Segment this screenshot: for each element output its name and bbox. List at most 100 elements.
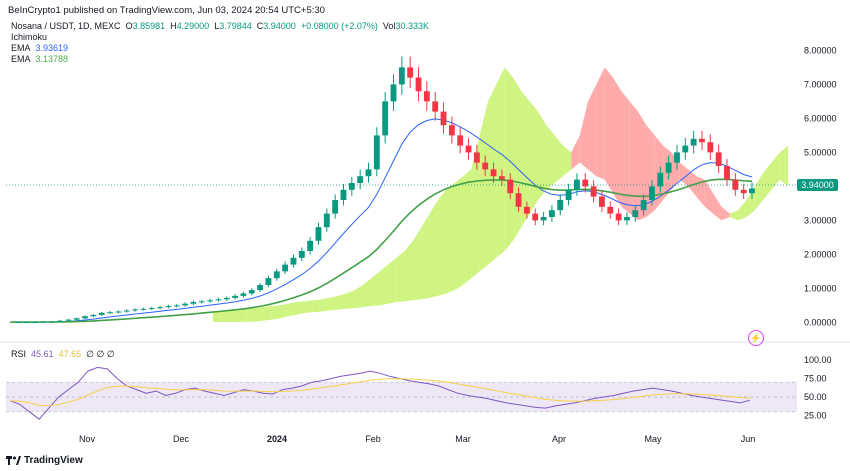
candle-body[interactable]	[407, 67, 414, 78]
candle-body[interactable]	[73, 318, 80, 320]
candle-body[interactable]	[607, 206, 614, 214]
candle-body[interactable]	[415, 77, 422, 92]
candle-body[interactable]	[715, 152, 722, 166]
candle-body[interactable]	[473, 152, 480, 163]
candle-body[interactable]	[640, 200, 647, 211]
tradingview-logo[interactable]: TradingView	[6, 455, 83, 466]
candle-body[interactable]	[248, 290, 255, 294]
candle-body[interactable]	[507, 179, 514, 194]
candle-body[interactable]	[632, 210, 639, 217]
candle-body[interactable]	[548, 210, 555, 217]
candle-body[interactable]	[624, 217, 630, 221]
last-price-badge: 3.94000	[797, 179, 838, 191]
candle-body[interactable]	[223, 297, 230, 300]
candle-body[interactable]	[465, 145, 472, 153]
candle-body[interactable]	[423, 91, 430, 102]
candle-body[interactable]	[724, 166, 730, 180]
candle-body[interactable]	[332, 200, 339, 214]
candle-body[interactable]	[90, 314, 97, 317]
candle-body[interactable]	[523, 206, 530, 214]
candle-body[interactable]	[148, 308, 155, 310]
candle-body[interactable]	[440, 111, 447, 126]
candle-body[interactable]	[557, 200, 564, 211]
candle-body[interactable]	[340, 189, 347, 200]
candle-body[interactable]	[348, 183, 355, 190]
candle-body[interactable]	[65, 319, 72, 321]
candle-body[interactable]	[165, 306, 172, 308]
candle-body[interactable]	[515, 193, 522, 207]
candle-body[interactable]	[207, 300, 214, 302]
candle-body[interactable]	[657, 172, 664, 187]
ema-fast-label[interactable]: EMA	[11, 43, 31, 53]
candle-body[interactable]	[590, 186, 597, 197]
candle-body[interactable]	[398, 67, 405, 85]
candle-body[interactable]	[582, 179, 589, 187]
candle-body[interactable]	[232, 295, 239, 298]
candle-body[interactable]	[98, 312, 105, 315]
candle-body[interactable]	[123, 310, 130, 312]
time-axis-tick: Jun	[741, 434, 756, 444]
lightning-icon[interactable]: ⚡	[748, 330, 764, 346]
candle-body[interactable]	[382, 101, 389, 136]
candle-body[interactable]	[740, 189, 747, 194]
candle-body[interactable]	[265, 278, 272, 285]
candle-body[interactable]	[173, 305, 180, 307]
symbol-label[interactable]: Nosana / USDT, 1D, MEXC	[11, 21, 121, 31]
candle-body[interactable]	[498, 176, 505, 180]
candle-body[interactable]	[23, 322, 30, 324]
candle-body[interactable]	[315, 227, 322, 241]
candle-body[interactable]	[198, 301, 205, 303]
candle-body[interactable]	[390, 84, 397, 102]
candle-body[interactable]	[82, 316, 88, 319]
candle-body[interactable]	[699, 138, 705, 143]
candle-body[interactable]	[115, 311, 122, 313]
candle-body[interactable]	[432, 101, 439, 112]
candle-body[interactable]	[298, 251, 305, 258]
price-axis-tick: 7.00000	[804, 79, 837, 89]
candle-body[interactable]	[40, 321, 47, 323]
candle-body[interactable]	[273, 271, 280, 279]
ichimoku-cloud-segment	[546, 125, 555, 190]
candle-body[interactable]	[365, 169, 372, 177]
candle-body[interactable]	[540, 217, 547, 221]
candle-body[interactable]	[307, 240, 314, 251]
ema-slow-label[interactable]: EMA	[11, 54, 31, 64]
candle-body[interactable]	[674, 152, 680, 163]
candle-body[interactable]	[373, 135, 380, 170]
candle-body[interactable]	[649, 186, 655, 200]
candle-body[interactable]	[190, 302, 197, 304]
candle-body[interactable]	[215, 299, 222, 301]
candle-body[interactable]	[532, 213, 539, 221]
candle-body[interactable]	[357, 176, 364, 183]
candle-body[interactable]	[448, 125, 455, 136]
ichimoku-cloud-segment	[237, 308, 247, 323]
candle-body[interactable]	[457, 135, 464, 146]
candle-body[interactable]	[282, 264, 289, 272]
rsi-label[interactable]: RSI	[11, 349, 27, 359]
candle-body[interactable]	[157, 307, 163, 309]
candle-body[interactable]	[32, 322, 38, 324]
candle-body[interactable]	[665, 162, 672, 173]
candle-body[interactable]	[482, 162, 489, 170]
candle-body[interactable]	[182, 303, 188, 306]
candle-body[interactable]	[132, 309, 138, 311]
ichimoku-label[interactable]: Ichimoku	[11, 32, 48, 42]
candle-body[interactable]	[565, 189, 572, 200]
candle-body[interactable]	[599, 196, 605, 207]
candle-body[interactable]	[290, 257, 297, 265]
candle-body[interactable]	[490, 169, 497, 177]
candle-body[interactable]	[690, 138, 697, 146]
candle-body[interactable]	[707, 142, 714, 153]
candle-body[interactable]	[615, 213, 622, 221]
candle-body[interactable]	[48, 321, 55, 323]
candle-body[interactable]	[323, 213, 330, 228]
candle-body[interactable]	[749, 188, 755, 194]
candle-body[interactable]	[107, 312, 113, 314]
candle-body[interactable]	[257, 285, 264, 291]
candle-body[interactable]	[682, 145, 689, 153]
candle-body[interactable]	[140, 308, 147, 310]
candle-body[interactable]	[57, 320, 63, 322]
candle-body[interactable]	[15, 322, 22, 324]
candle-body[interactable]	[240, 293, 247, 296]
